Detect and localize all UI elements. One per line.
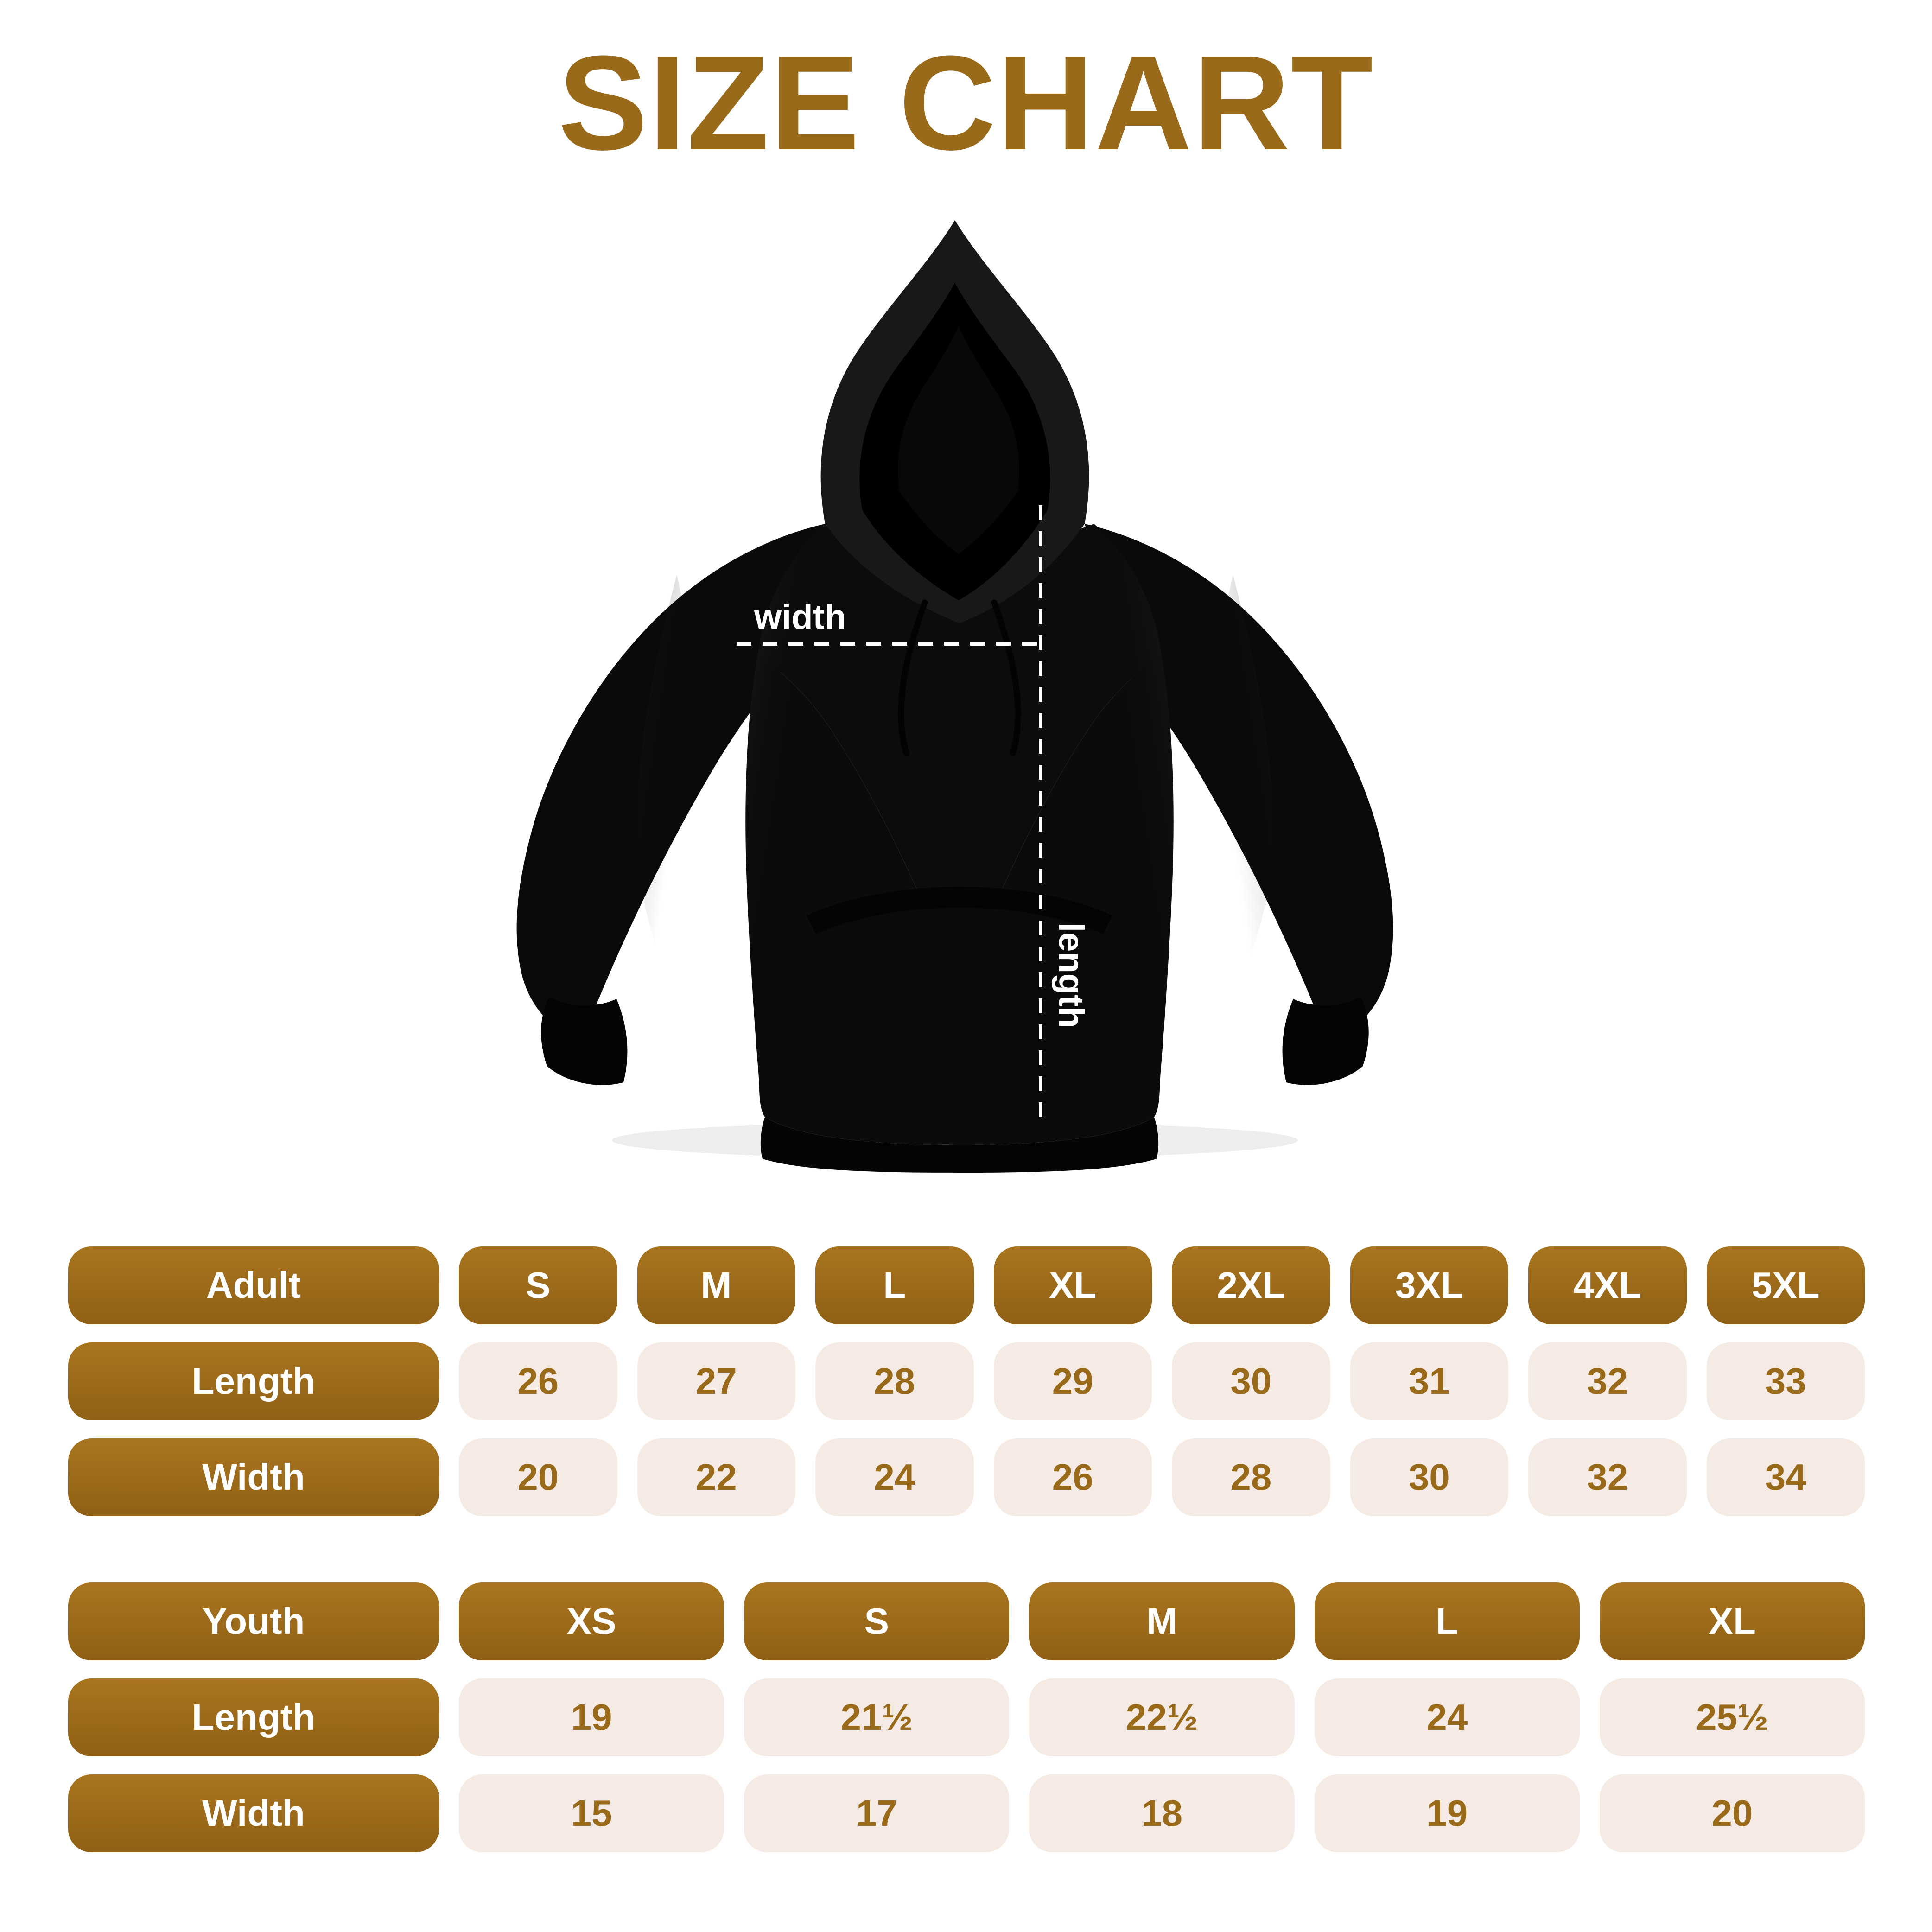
svg-text:length: length xyxy=(1051,922,1091,1028)
svg-text:width: width xyxy=(754,597,846,637)
